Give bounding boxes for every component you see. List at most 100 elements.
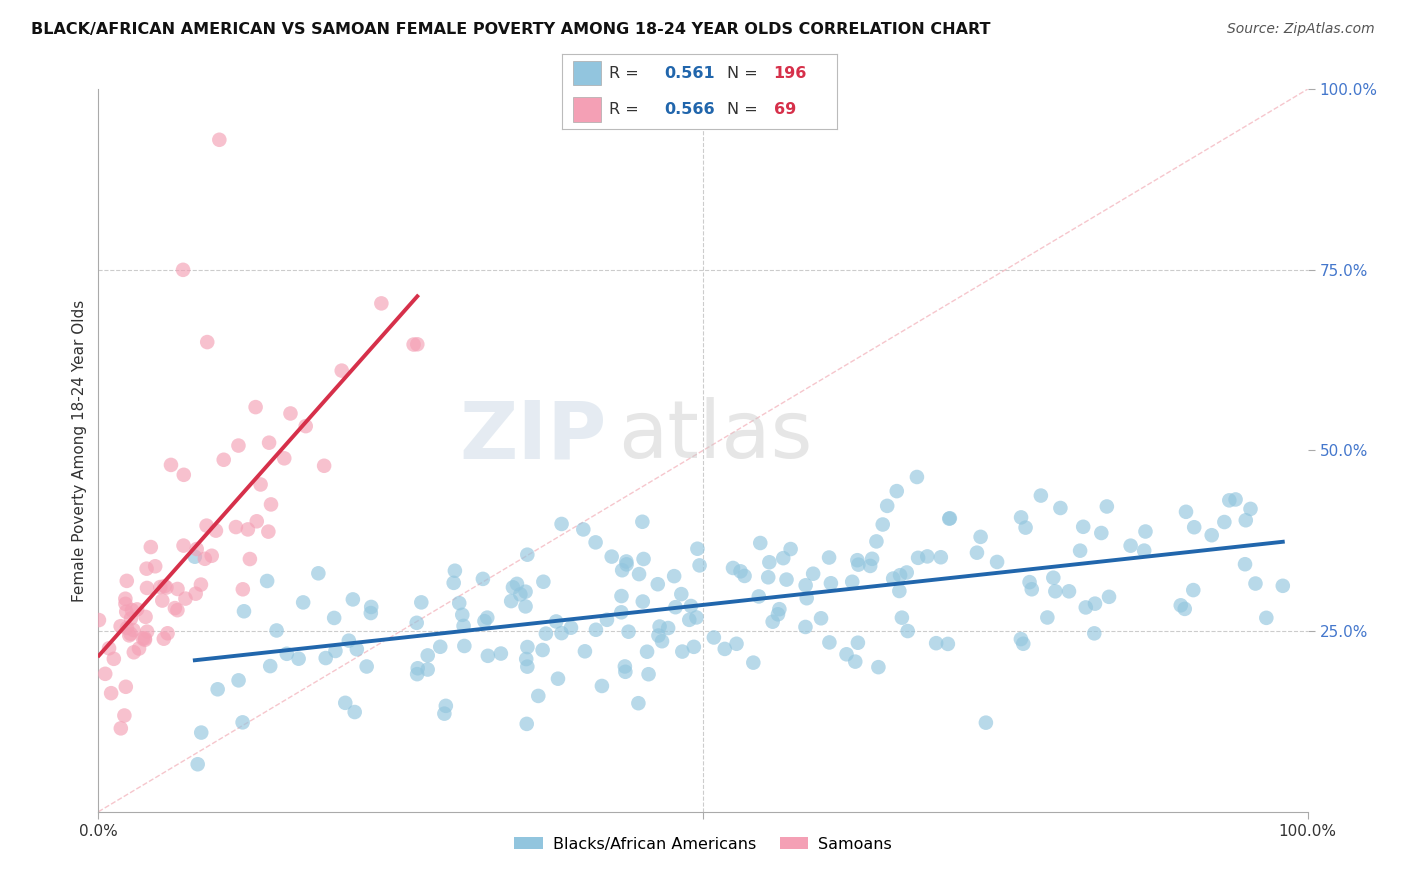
Point <box>184 549 207 564</box>
Point <box>882 572 904 586</box>
Point <box>1084 597 1107 611</box>
Point <box>135 562 157 576</box>
Point <box>742 656 765 670</box>
Point <box>550 516 572 531</box>
Point <box>516 640 538 654</box>
Point <box>160 458 183 472</box>
Point <box>287 651 309 665</box>
Point <box>443 575 465 590</box>
Point <box>749 536 772 550</box>
Point <box>657 621 679 635</box>
Point <box>166 603 188 617</box>
Point <box>925 636 948 650</box>
Point <box>756 570 779 584</box>
Point <box>647 628 669 642</box>
Point <box>114 680 136 694</box>
Point <box>1095 500 1118 514</box>
Point <box>651 634 673 648</box>
Point <box>734 569 756 583</box>
Point <box>689 558 711 573</box>
Point <box>259 659 281 673</box>
Point <box>502 580 524 594</box>
Point <box>768 602 790 616</box>
Point <box>257 435 280 450</box>
Point <box>506 577 529 591</box>
Point <box>585 623 607 637</box>
Point <box>163 601 186 615</box>
Point <box>256 574 278 588</box>
Point <box>360 606 382 620</box>
Point <box>172 262 194 277</box>
Point <box>501 594 523 608</box>
Point <box>515 584 537 599</box>
Point <box>98 641 121 656</box>
Point <box>820 576 842 591</box>
Point <box>844 655 866 669</box>
Point <box>114 597 136 611</box>
FancyBboxPatch shape <box>574 62 600 86</box>
Point <box>631 515 654 529</box>
Text: N =: N = <box>727 102 763 117</box>
Point <box>1010 632 1032 646</box>
Point <box>207 682 229 697</box>
Point <box>184 587 207 601</box>
Point <box>758 555 780 569</box>
Point <box>1213 515 1236 529</box>
Point <box>515 652 537 666</box>
Point <box>471 572 494 586</box>
Point <box>574 644 596 658</box>
Point <box>616 558 638 572</box>
Point <box>596 613 619 627</box>
Point <box>610 605 633 619</box>
Point <box>1083 626 1105 640</box>
Point <box>1174 602 1197 616</box>
Point <box>112 708 135 723</box>
Point <box>416 648 439 663</box>
Point <box>110 619 132 633</box>
Point <box>671 644 693 658</box>
Point <box>546 615 568 629</box>
Point <box>627 696 650 710</box>
Point <box>889 584 911 599</box>
Point <box>127 602 149 616</box>
Text: R =: R = <box>609 102 644 117</box>
Point <box>323 611 346 625</box>
Point <box>647 577 669 591</box>
Point <box>846 636 869 650</box>
Point <box>292 595 315 609</box>
Legend: Blacks/African Americans, Samoans: Blacks/African Americans, Samoans <box>508 830 898 858</box>
Point <box>135 610 157 624</box>
Point <box>929 550 952 565</box>
Point <box>114 591 136 606</box>
Point <box>249 477 271 491</box>
Point <box>810 611 832 625</box>
Point <box>143 559 166 574</box>
Text: 69: 69 <box>773 102 796 117</box>
Point <box>134 632 156 647</box>
Point <box>87 613 110 627</box>
Point <box>1045 584 1067 599</box>
Point <box>766 607 789 622</box>
Point <box>228 673 250 688</box>
Point <box>600 549 623 564</box>
Point <box>1098 590 1121 604</box>
Point <box>531 643 554 657</box>
Point <box>1049 500 1071 515</box>
Point <box>406 661 429 675</box>
Point <box>451 607 474 622</box>
Point <box>682 640 704 654</box>
Point <box>239 552 262 566</box>
Point <box>337 633 360 648</box>
Point <box>294 419 316 434</box>
Point <box>477 610 499 624</box>
Point <box>342 592 364 607</box>
Point <box>411 595 433 609</box>
Point <box>257 524 280 539</box>
Point <box>444 564 467 578</box>
Point <box>153 579 176 593</box>
Point <box>986 555 1008 569</box>
Point <box>612 563 634 577</box>
Point <box>315 651 337 665</box>
Point <box>868 660 890 674</box>
Point <box>801 566 824 581</box>
